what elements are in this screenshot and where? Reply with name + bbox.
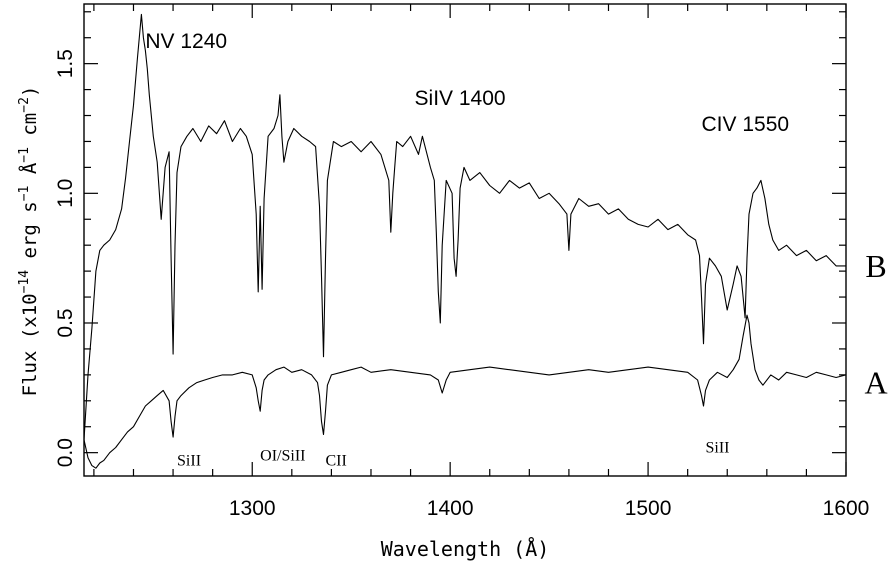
y-tick-label: 0.5 [54,308,77,337]
y-tick-label: 1.5 [54,49,77,78]
series-label-a: A [864,365,887,401]
series-line-b [83,13,846,440]
annotation-civ: CIV 1550 [702,113,790,136]
annotation-nv: NV 1240 [145,30,227,53]
annotation-sii-2: SiII [705,440,729,457]
y-tick-label: 1.0 [54,179,77,208]
x-tick-label: 1500 [625,497,672,520]
series-line-a [83,314,847,469]
annotation-oi-sii: OI/SiII [260,447,305,464]
x-tick-label: 1300 [229,497,276,520]
plot-frame [83,3,847,477]
x-axis-label: Wavelength (Å) [381,537,550,561]
y-tick-label: 0.0 [54,438,77,467]
x-tick-label: 1600 [823,497,870,520]
annotation-cii: CII [325,453,346,470]
annotation-siiv: SiIV 1400 [415,87,506,110]
annotation-sii-1: SiII [177,453,201,470]
x-tick-label: 1400 [427,497,474,520]
series-label-b: B [865,248,886,284]
y-axis-label: Flux (x10−14 erg s−1 Å−1 cm−2) [17,86,41,397]
